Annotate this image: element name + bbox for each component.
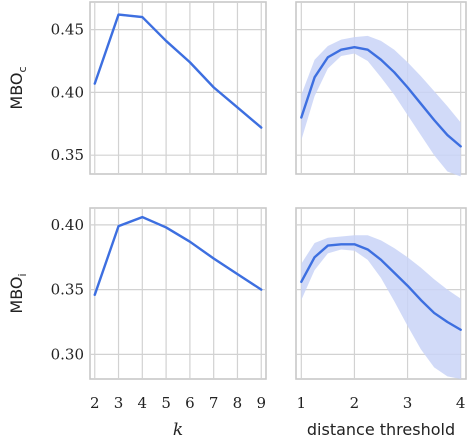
x-tick-label: 6: [185, 394, 195, 412]
x-tick-label: 4: [456, 394, 466, 412]
y-axis-label-text: MBO: [7, 72, 26, 109]
x-tick-label: 9: [256, 394, 266, 412]
series-line: [300, 243, 462, 331]
panel-top-left: 0.35 0.40 0.45 MBOc: [7, 1, 267, 175]
y-axis-label-subscript: i: [16, 273, 29, 276]
y-tick-label: 0.30: [51, 345, 84, 363]
y-tick-label: 0.35: [51, 281, 84, 299]
x-axis-label: k: [173, 420, 183, 440]
x-tick-label: 8: [233, 394, 243, 412]
x-tick-label: 7: [209, 394, 219, 412]
x-tick-label: 2: [90, 394, 100, 412]
y-axis-label: MBOi: [7, 273, 29, 313]
confidence-band: [301, 35, 461, 177]
x-tick-label: 2: [350, 394, 360, 412]
y-axis-label-text: MBO: [7, 276, 26, 313]
confidence-band: [301, 235, 461, 379]
y-tick-label: 0.40: [51, 83, 84, 101]
series-line: [93, 215, 263, 296]
x-tick-label: 1: [297, 394, 307, 412]
y-tick-label: 0.45: [51, 21, 84, 39]
panel-bottom-left: 0.30 0.35 0.40 2 3 4 5 6 7 8 9 MBOi k: [7, 207, 267, 440]
plot-frame: [89, 1, 267, 175]
y-tick-label: 0.35: [51, 146, 84, 164]
y-tick-label: 0.40: [51, 216, 84, 234]
y-axis-label-subscript: c: [16, 66, 29, 72]
series-line: [93, 13, 263, 129]
x-tick-label: 4: [138, 394, 148, 412]
x-tick-label: 3: [403, 394, 413, 412]
x-tick-label: 3: [114, 394, 124, 412]
series-line: [300, 46, 462, 148]
x-tick-label: 5: [161, 394, 171, 412]
panel-top-right: [295, 1, 467, 177]
x-axis-label: distance threshold: [307, 420, 455, 439]
y-axis-label: MBOc: [7, 66, 29, 109]
plot-frame: [89, 207, 267, 380]
